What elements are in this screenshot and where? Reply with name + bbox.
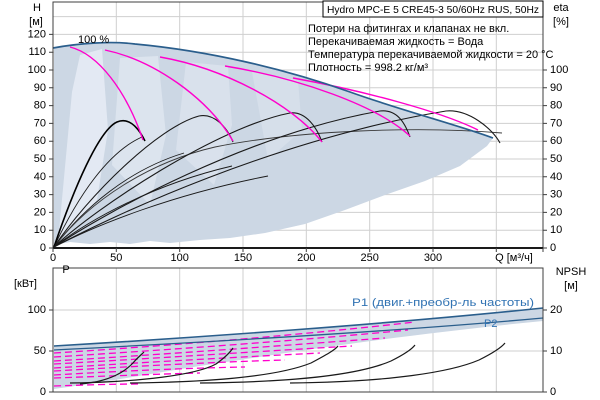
npsh-axis-label: NPSH	[556, 266, 587, 278]
npsh-curve-5	[289, 342, 506, 384]
p-axis-unit: [кВт]	[14, 278, 37, 290]
eta-tick: 80	[550, 100, 562, 112]
q-tick: 250	[361, 252, 379, 264]
q-tick: 0	[50, 252, 56, 264]
eta-tick: 50	[550, 153, 562, 165]
power-line-8	[53, 372, 201, 379]
h-tick: 30	[34, 189, 46, 201]
operating-envelope	[54, 42, 493, 246]
npsh-axis-unit: [м]	[564, 280, 578, 292]
eta-tick: 70	[550, 117, 562, 129]
speed-100pct-label: 100 %	[78, 34, 109, 46]
h-tick: 50	[34, 153, 46, 165]
npsh-curve-2	[69, 347, 234, 384]
eta-tick: 60	[550, 135, 562, 147]
npsh-tick: 0	[550, 386, 556, 398]
npsh-curve-3	[129, 345, 339, 384]
npsh-curve-4	[199, 344, 416, 384]
info-line: Температура перекачиваемой жидкости = 20…	[308, 49, 554, 61]
q-tick: 100	[171, 252, 189, 264]
h-tick: 20	[34, 206, 46, 218]
p1-curve	[53, 307, 544, 347]
power-line-7	[53, 366, 246, 376]
bottom-tick-marks	[49, 309, 547, 393]
eta-tick: 100	[550, 64, 568, 76]
fan-curve-3	[53, 165, 233, 248]
npsh-tick: 10	[550, 345, 562, 357]
h-tick: 70	[34, 117, 46, 129]
h-tick: 10	[34, 224, 46, 236]
power-line-4	[53, 345, 353, 365]
top-chart: H [м] eta [%] 120 110 100 90 80 70 60 50…	[28, 0, 570, 264]
eta-tick: 30	[550, 189, 562, 201]
h-tick: 120	[28, 28, 46, 40]
eta-curve-4	[53, 110, 411, 248]
flat-arc-curve	[53, 129, 503, 248]
power-band	[54, 308, 543, 389]
eta-axis-unit: [%]	[553, 16, 569, 28]
info-line: Перекачиваемая жидкость = Вода	[308, 36, 484, 48]
eta-tick: 0	[550, 242, 556, 254]
h-tick: 80	[34, 100, 46, 112]
q-tick: 50	[110, 252, 122, 264]
top-tick-marks	[49, 33, 547, 252]
h-tick: 100	[28, 64, 46, 76]
q-tick: 150	[234, 252, 252, 264]
power-line-5	[53, 352, 321, 369]
q-axis-unit: Q [м³/ч]	[495, 252, 533, 264]
p2-curve	[53, 317, 544, 351]
speed-curve-3	[159, 56, 323, 143]
fan-curve-1	[53, 136, 143, 248]
power-line-6	[53, 359, 286, 372]
npsh-curves	[69, 342, 506, 385]
power-line-3	[53, 337, 386, 362]
envelope-light-wedge-1	[58, 49, 108, 242]
p-tick: 100	[28, 304, 46, 316]
npsh-curve-1	[79, 351, 145, 385]
q-tick: 300	[424, 252, 442, 264]
h-tick: 40	[34, 171, 46, 183]
h-axis-label: H	[33, 2, 41, 14]
info-line: Потери на фитингах и клапанах не вкл.	[308, 23, 509, 35]
bottom-chart: P [кВт] NPSH [м] 100 50 0 20 10 0 P1 (дв…	[14, 264, 586, 398]
eta-tick: 90	[550, 82, 562, 94]
h-axis-unit: [м]	[29, 16, 43, 28]
p-tick: 0	[40, 386, 46, 398]
info-line: Плотность = 998.2 кг/м³	[308, 62, 428, 74]
speed-curve-5	[292, 77, 479, 131]
eta-tick: 40	[550, 171, 562, 183]
speed-curve-2	[104, 49, 234, 142]
q-tick: 200	[297, 252, 315, 264]
h-tick: 0	[40, 242, 46, 254]
speed-curve-4	[224, 65, 411, 137]
power-line-9	[53, 383, 141, 387]
max-curve	[52, 41, 494, 139]
p2-curve-label: P2	[484, 318, 497, 330]
h-tick: 90	[34, 82, 46, 94]
title-box	[322, 0, 544, 18]
npsh-tick: 20	[550, 304, 562, 316]
power-line-2	[53, 329, 409, 358]
h-tick: 110	[28, 46, 46, 58]
eta-curve-3	[53, 112, 323, 248]
eta-curve-5	[53, 110, 501, 248]
bottom-plot-border	[52, 267, 544, 393]
p-tick: 50	[34, 345, 46, 357]
h-tick: 60	[34, 135, 46, 147]
speed-curve-1	[69, 46, 144, 141]
eta-tick: 10	[550, 224, 562, 236]
eta-axis-label: eta	[553, 2, 569, 14]
p1-curve-label: P1 (двиг.+преобр-ль частоты)	[352, 297, 534, 309]
chart-title: Hydro MPC-E 5 CRE45-3 50/60Hz RUS, 50Hz	[327, 4, 539, 16]
p-axis-label: P	[62, 264, 69, 276]
eta-tick: 20	[550, 206, 562, 218]
eta-curve-1	[53, 120, 146, 248]
